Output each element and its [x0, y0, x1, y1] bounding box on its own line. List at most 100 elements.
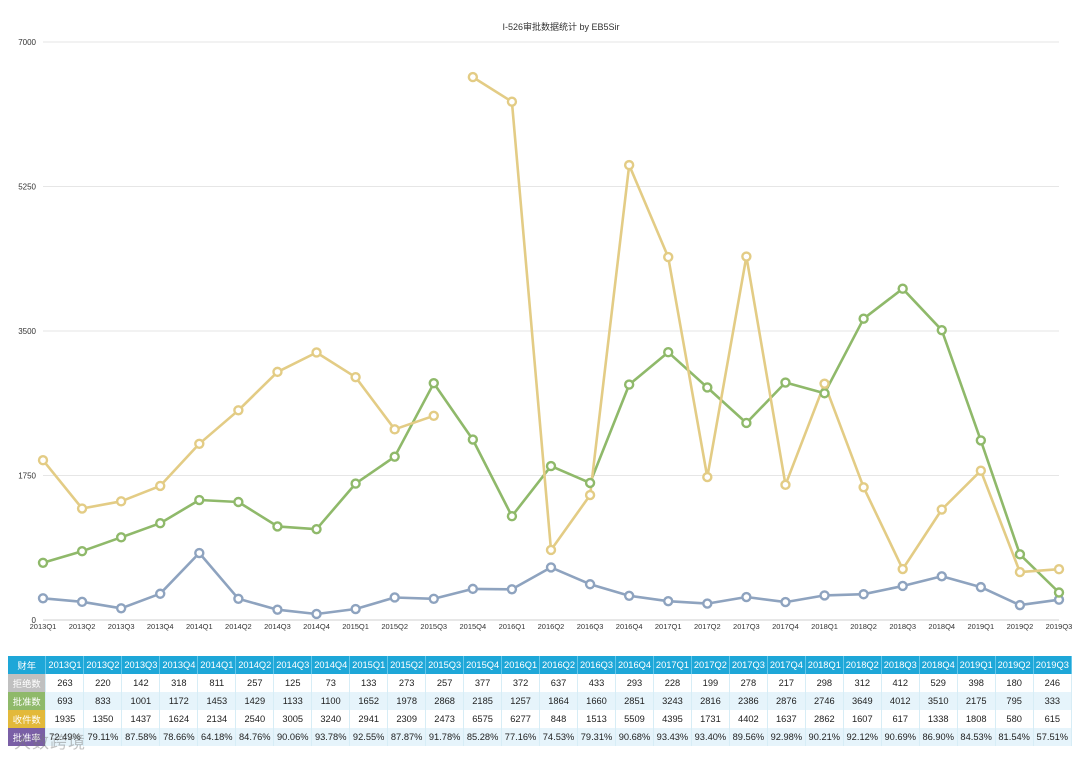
- table-header-row: 财年 2013Q1 2013Q2 2013Q3 2013Q4 2014Q1 2014Q2 20…: [8, 656, 1073, 674]
- table-cell: 1607: [843, 710, 882, 728]
- table-cell: 93.40%: [691, 728, 730, 746]
- data-point-s3-2017Q4: [780, 479, 791, 491]
- table-cell: 1257: [501, 692, 541, 710]
- table-cell: 1652: [349, 692, 389, 710]
- data-point-s3-2019Q2: [1014, 566, 1026, 578]
- table-cell: 84.76%: [235, 728, 275, 746]
- series-line-3-seg-1: [41, 351, 436, 510]
- table-cell: 92.12%: [843, 728, 882, 746]
- data-point-s1-2019Q1: [975, 581, 987, 593]
- data-point-s3-2018Q4: [936, 504, 947, 515]
- data-point-s1-2016Q3: [584, 579, 596, 590]
- table-row-label: 批准数: [8, 692, 47, 710]
- table-header-cell: 2014Q1: [197, 656, 237, 674]
- table-cell: 2309: [387, 710, 427, 728]
- data-point-s2-2013Q1: [37, 557, 49, 568]
- data-point-s3-2016Q2: [545, 544, 557, 556]
- data-point-s1-2013Q1: [37, 593, 49, 604]
- data-point-s2-2016Q1: [506, 511, 518, 522]
- x-tick-label: 2013Q1: [30, 622, 57, 631]
- table-cell: 257: [235, 674, 275, 692]
- table-cell: 398: [957, 674, 996, 692]
- table-cell: 1429: [235, 692, 275, 710]
- table-cell: 180: [995, 674, 1034, 692]
- table-row: 批准数 693 833 1001 1172 1453 1429 1133 1100 1652 197…: [8, 692, 1073, 710]
- table-header-cell: 2013Q3: [121, 656, 161, 674]
- table-cell: 293: [615, 674, 654, 692]
- data-point-s3-2018Q3: [897, 563, 908, 575]
- table-cell: 1338: [919, 710, 958, 728]
- table-cell: 795: [995, 692, 1034, 710]
- data-point-s1-2018Q4: [936, 571, 947, 582]
- table-header-cell: 2016Q4: [615, 656, 654, 674]
- data-point-s1-2017Q2: [702, 598, 713, 609]
- table-cell: 811: [197, 674, 237, 692]
- table-header-cell: 2016Q2: [539, 656, 579, 674]
- data-point-s1-2018Q3: [897, 580, 908, 592]
- data-point-s3-2014Q4: [311, 347, 322, 358]
- table-cell: 2868: [425, 692, 465, 710]
- data-point-s3-2013Q4: [155, 480, 166, 492]
- table-cell: 90.06%: [273, 728, 313, 746]
- data-point-s2-2015Q4: [467, 434, 479, 445]
- table-row-label: 拒绝数: [8, 674, 47, 692]
- table-header-cell: 2018Q4: [919, 656, 958, 674]
- data-point-s2-2016Q2: [545, 460, 557, 472]
- table-cell: 1350: [83, 710, 123, 728]
- data-point-s1-2014Q2: [233, 593, 244, 604]
- table-header-cell: 2018Q1: [805, 656, 844, 674]
- table-cell: 77.16%: [501, 728, 541, 746]
- x-tick-label: 2015Q3: [420, 622, 447, 631]
- table-cell: 87.87%: [387, 728, 427, 746]
- table-cell: 4395: [653, 710, 692, 728]
- data-point-s2-2019Q1: [975, 435, 987, 446]
- y-tick-label: 7000: [18, 38, 36, 47]
- data-point-s1-2013Q4: [155, 588, 166, 599]
- data-point-s2-2015Q3: [428, 377, 439, 389]
- table-cell: 2941: [349, 710, 389, 728]
- data-point-s1-2014Q1: [194, 547, 205, 559]
- table-cell: 86.90%: [919, 728, 958, 746]
- data-point-s1-2015Q4: [467, 583, 479, 595]
- table-header-cell: 2014Q2: [235, 656, 275, 674]
- table-cell: 92.55%: [349, 728, 389, 746]
- table-header-cell: 2014Q4: [311, 656, 351, 674]
- table-cell: 6575: [463, 710, 503, 728]
- series-line-3-seg-2: [471, 75, 1061, 574]
- table-cell: 64.18%: [197, 728, 237, 746]
- data-point-s1-2018Q1: [819, 590, 830, 601]
- table-header-cell: 2017Q3: [729, 656, 768, 674]
- y-tick-label: 0: [32, 616, 37, 625]
- table-cell: 273: [387, 674, 427, 692]
- data-point-s1-2016Q4: [623, 590, 635, 602]
- table-row-label: 批准率: [8, 728, 47, 746]
- data-point-s1-2019Q2: [1014, 599, 1026, 611]
- table-header-cell: 2017Q2: [691, 656, 730, 674]
- data-table: 财年 2013Q1 2013Q2 2013Q3 2013Q4 2014Q1 2014Q2 20…: [8, 656, 1073, 746]
- table-cell: 5509: [615, 710, 654, 728]
- table-cell: 263: [45, 674, 85, 692]
- table-header-cell: 2015Q2: [387, 656, 427, 674]
- table-cell: 312: [843, 674, 882, 692]
- table-cell: 1624: [159, 710, 199, 728]
- data-point-s3-2016Q3: [584, 489, 596, 501]
- table-cell: 2540: [235, 710, 275, 728]
- table-row: 收件数 1935 1350 1437 1624 2134 2540 3005 3240 2941 2…: [8, 710, 1073, 728]
- table-cell: 73: [311, 674, 351, 692]
- table-cell: 74.53%: [539, 728, 579, 746]
- table-cell: 84.53%: [957, 728, 996, 746]
- table-cell: 257: [425, 674, 465, 692]
- table-cell: 1978: [387, 692, 427, 710]
- data-table-container: 财年 2013Q1 2013Q2 2013Q3 2013Q4 2014Q1 2014Q2 20…: [8, 656, 1073, 746]
- table-row: 拒绝数 263 220 142 318 811 257 125 73 133 273 257 377 37…: [8, 674, 1073, 692]
- x-tick-label: 2016Q4: [616, 622, 643, 631]
- table-header-cell: 2013Q1: [45, 656, 85, 674]
- table-cell: 3240: [311, 710, 351, 728]
- table-cell: 6277: [501, 710, 541, 728]
- x-tick-label: 2015Q4: [459, 622, 486, 631]
- data-point-s2-2013Q3: [115, 532, 127, 543]
- y-tick-label: 5250: [18, 183, 36, 192]
- table-cell: 199: [691, 674, 730, 692]
- x-tick-label: 2013Q4: [147, 622, 174, 631]
- data-point-s3-2018Q2: [858, 482, 869, 493]
